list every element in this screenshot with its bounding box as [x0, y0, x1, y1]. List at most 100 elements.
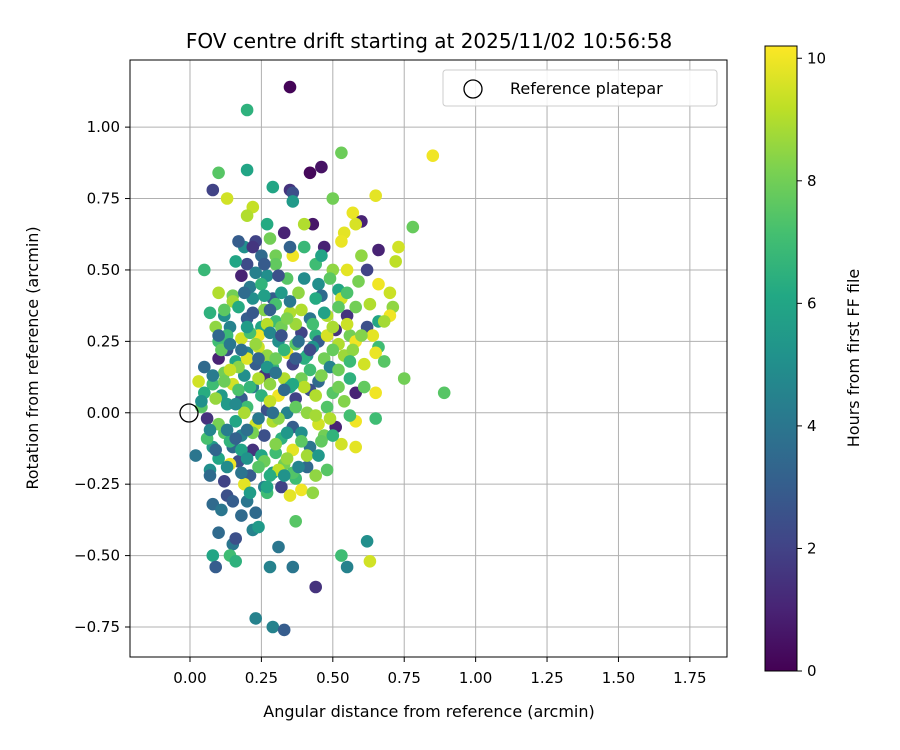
data-point — [335, 437, 348, 451]
plot-frame — [129, 59, 728, 658]
data-point — [392, 240, 405, 254]
data-point — [212, 526, 225, 539]
data-point — [249, 266, 262, 280]
data-point — [289, 352, 303, 365]
data-point — [277, 383, 291, 397]
data-point — [260, 480, 274, 494]
data-point — [363, 297, 377, 311]
data-point — [232, 235, 245, 248]
data-point — [349, 217, 363, 231]
data-point — [286, 560, 300, 574]
x-tick-label: 0.75 — [388, 669, 421, 687]
data-point — [240, 320, 254, 334]
data-point — [209, 560, 222, 574]
data-point — [397, 372, 411, 385]
x-tick-label: 0.50 — [316, 669, 349, 687]
data-point — [377, 355, 391, 368]
data-point — [363, 555, 377, 568]
y-axis-ticks: −0.75 −0.50 −0.25 0.00 0.25 0.50 0.75 1.00 — [74, 118, 130, 636]
data-point — [235, 269, 248, 283]
data-point — [252, 372, 265, 385]
data-point — [200, 412, 214, 425]
data-point — [283, 295, 297, 308]
data-point — [303, 166, 317, 180]
data-point — [292, 286, 305, 300]
data-point — [332, 380, 345, 394]
data-point — [203, 469, 217, 482]
colorbar-gradient — [764, 45, 798, 672]
colorbar-label: Hours from first FF file — [844, 269, 863, 448]
data-point — [369, 346, 383, 360]
data-point — [289, 515, 303, 528]
data-point — [263, 395, 277, 408]
data-point — [272, 540, 285, 554]
data-point — [280, 452, 294, 465]
data-point — [326, 429, 340, 442]
data-point — [343, 372, 357, 385]
data-point — [360, 535, 374, 548]
data-point — [206, 549, 220, 562]
data-point — [275, 329, 288, 342]
data-point — [249, 612, 262, 625]
data-point — [286, 195, 300, 208]
data-point — [209, 443, 222, 457]
x-tick-label: 0.00 — [173, 669, 206, 687]
data-point — [369, 189, 383, 202]
data-point — [357, 357, 371, 371]
data-point — [277, 343, 291, 357]
data-point — [280, 312, 294, 325]
colorbar-tick-label: 8 — [807, 172, 817, 190]
y-tick-label: −0.75 — [74, 618, 120, 636]
data-point — [220, 423, 234, 437]
data-point — [218, 375, 231, 388]
data-point — [349, 300, 363, 314]
data-point — [340, 560, 354, 574]
data-point — [263, 377, 277, 391]
data-point — [240, 163, 254, 177]
data-point — [258, 257, 271, 271]
x-axis-ticks: 0.00 0.25 0.50 0.75 1.00 1.25 1.50 1.75 — [173, 657, 707, 687]
data-point — [326, 343, 340, 357]
y-tick-label: 0.00 — [87, 404, 120, 422]
data-point — [369, 412, 383, 425]
data-point — [238, 286, 251, 300]
data-point — [383, 286, 397, 300]
data-point — [218, 303, 231, 317]
data-point — [223, 337, 237, 351]
data-point — [366, 329, 380, 342]
data-point — [203, 306, 217, 320]
data-point — [323, 272, 337, 285]
data-point — [306, 317, 320, 331]
data-point — [343, 355, 357, 368]
data-point — [349, 440, 363, 454]
data-point — [226, 495, 240, 508]
colorbar-tick-label: 6 — [807, 294, 817, 312]
data-point — [240, 103, 254, 117]
data-point — [258, 429, 271, 442]
data-point — [252, 520, 265, 534]
data-point — [297, 272, 311, 285]
data-point — [309, 469, 323, 482]
data-point — [232, 300, 245, 314]
data-point — [206, 183, 220, 197]
data-point — [340, 317, 354, 331]
data-point — [238, 406, 251, 420]
data-point — [192, 375, 205, 388]
x-axis-label: Angular distance from reference (arcmin) — [263, 702, 594, 721]
data-point — [283, 489, 297, 502]
data-point — [303, 343, 317, 357]
data-point — [235, 509, 248, 522]
x-tick-label: 1.00 — [459, 669, 492, 687]
y-tick-label: 0.50 — [87, 261, 120, 279]
data-point — [277, 623, 291, 637]
data-point — [232, 383, 245, 397]
colorbar-tick-label: 0 — [807, 662, 817, 680]
data-point — [240, 209, 254, 222]
data-point — [289, 400, 303, 414]
data-point — [246, 306, 260, 320]
data-point — [229, 397, 242, 411]
data-point — [277, 469, 291, 482]
data-point — [266, 180, 280, 194]
data-point — [209, 392, 222, 405]
data-point — [243, 486, 257, 500]
